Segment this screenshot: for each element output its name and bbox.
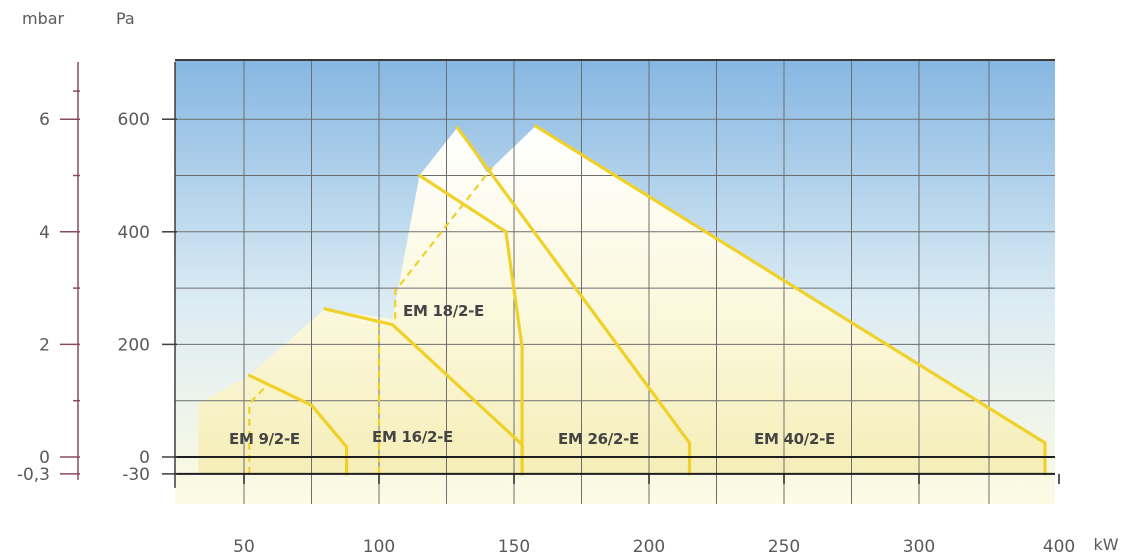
x-tick-label: 150 [498, 537, 530, 557]
operating-envelope [198, 126, 1046, 474]
pa-tick-label: 600 [118, 110, 150, 130]
series-line [417, 173, 524, 476]
series-label: EM 18/2-E [403, 302, 484, 320]
x-tick-label: 50 [233, 537, 255, 557]
series-line [533, 124, 1047, 476]
mbar-tick-label: 6 [39, 110, 50, 130]
kw-unit-label: kW [1093, 535, 1118, 554]
series-dashed-line [394, 166, 494, 320]
x-tick-label: 100 [363, 537, 395, 557]
series-label: EM 9/2-E [229, 430, 300, 448]
series-label: EM 16/2-E [372, 428, 453, 446]
x-tick-label: 250 [768, 537, 800, 557]
burner-curves: EM 9/2-E EM 16/2-E EM 18/2-E EM 26/2-E EM 40… [229, 124, 1047, 476]
x-tick-label: 300 [903, 537, 935, 557]
pa-tick-label: -30 [122, 465, 150, 485]
pa-unit-label: Pa [116, 9, 135, 28]
series-dashed-line [248, 385, 267, 474]
pa-tick-label: 200 [118, 335, 150, 355]
mbar-tick-label: -0,3 [17, 465, 50, 485]
pa-tick-label: 0 [139, 448, 150, 468]
mbar-tick-label: 4 [39, 223, 50, 243]
x-tick-label: 400 [1043, 537, 1075, 557]
series-label: EM 40/2-E [754, 430, 835, 448]
series-line [455, 125, 692, 476]
mbar-tick-label: 2 [39, 335, 50, 355]
x-tick-label: 200 [633, 537, 665, 557]
mbar-unit-label: mbar [22, 9, 65, 28]
pa-tick-label: 400 [118, 223, 150, 243]
mbar-tick-label: 0 [39, 448, 50, 468]
series-label: EM 26/2-E [558, 430, 639, 448]
series-line [247, 373, 349, 476]
